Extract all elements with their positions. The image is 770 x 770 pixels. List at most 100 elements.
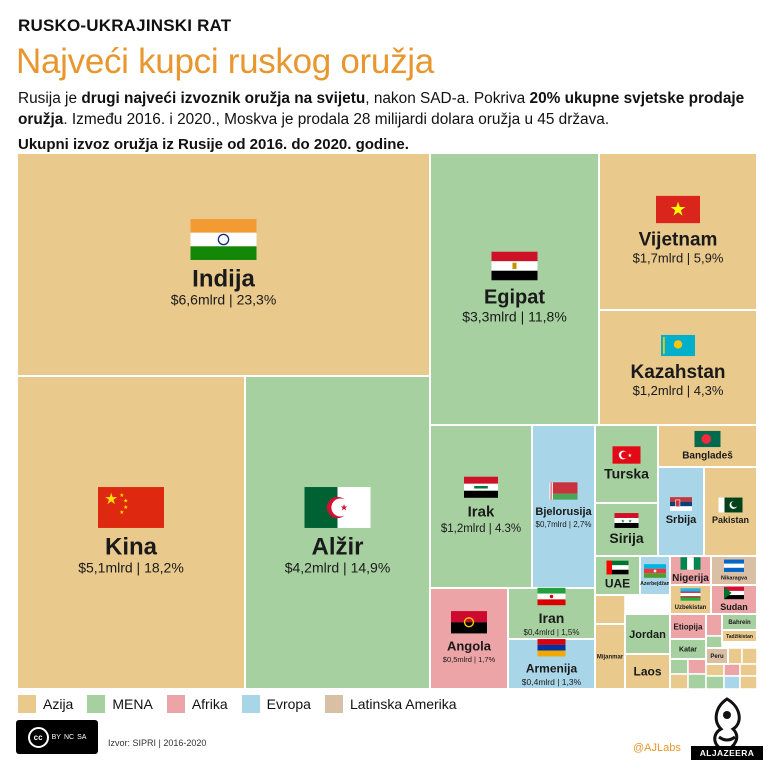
tile-label: Srbija — [666, 514, 697, 526]
small-tile — [705, 663, 725, 677]
legend-item: Azija — [18, 695, 73, 713]
tile-value-label: $6,6mlrd | 23,3% — [171, 291, 277, 307]
tile-label: Vijetnam — [639, 229, 718, 250]
tile-rect — [669, 613, 707, 640]
tile-label: Kina — [105, 533, 158, 560]
tile-katar: Katar — [669, 638, 707, 660]
tile-srbija: Srbija — [657, 466, 705, 557]
tile-label: Laos — [633, 665, 661, 679]
small-tile — [687, 658, 707, 675]
nc-icon: NC — [63, 733, 75, 741]
tile-bangladeš: Bangladeš — [657, 424, 757, 468]
iran-flag-icon — [537, 587, 566, 606]
svg-text:★: ★ — [119, 509, 124, 516]
vietnam-flag-icon: ★ — [656, 195, 700, 224]
chart-subtitle: Ukupni izvoz oružja iz Rusije od 2016. d… — [18, 136, 409, 153]
tile-uzbekistan: Uzbekistan — [669, 584, 712, 615]
tile-bahrein: Bahrein — [721, 613, 757, 631]
legend-label: Azija — [43, 696, 74, 712]
legend-swatch — [241, 695, 260, 713]
small-tile — [594, 594, 626, 625]
legend-swatch — [87, 695, 106, 713]
tile-value-label: $3,3mlrd | 11,8% — [462, 308, 567, 324]
tile-iran: Iran $0,4mlrd | 1,5% — [507, 587, 596, 640]
tile-value-label: $0,5mlrd | 1,7% — [443, 655, 496, 664]
tile-label: Iran — [539, 610, 565, 626]
legend-item: Latinska Amerika — [324, 695, 457, 713]
tile-value-label: $0,7mlrd | 2,7% — [536, 520, 592, 529]
tile-sirija: ★ ★ Sirija — [594, 502, 659, 557]
tile-label: Peru — [710, 654, 724, 660]
svg-text:★: ★ — [628, 518, 632, 523]
nigeria-flag-icon — [680, 557, 701, 570]
tile-kina: ★ ★★★★Kina$5,1mlrd | 18,2% — [17, 375, 246, 689]
tile-uae: UAE — [594, 555, 641, 596]
tile-armenija: Armenija$0,4mlrd | 1,3% — [507, 638, 596, 689]
svg-text:★: ★ — [621, 518, 625, 523]
tile-label: Turska — [604, 466, 649, 482]
tile-indija: Indija$6,6mlrd | 23,3% — [17, 153, 431, 377]
tile-irak: Irak $1,2mlrd | 4.3% — [429, 424, 533, 589]
page-title: Najveći kupci ruskog oružja — [16, 42, 434, 81]
tile-etiopija: Etiopija — [669, 613, 707, 640]
tile-rect — [594, 623, 626, 689]
small-tile — [687, 673, 707, 689]
tile-value-label: $5,1mlrd | 18,2% — [78, 559, 184, 575]
turkey-flag-icon: ★ — [612, 446, 641, 464]
tile-sudan: Sudan — [710, 584, 757, 615]
legend-swatch — [166, 695, 185, 713]
uzbekistan-flag-icon — [680, 588, 701, 601]
treemap-chart: Indija$6,6mlrd | 23,3%★ ★★★★Kina$5,1mlrd … — [17, 153, 757, 689]
legend-swatch — [18, 695, 36, 713]
svg-text:★: ★ — [104, 491, 118, 508]
armenia-flag-icon — [537, 639, 566, 657]
azerbaijan-flag-icon — [644, 564, 666, 578]
handle: @AJLabs — [633, 742, 681, 754]
svg-text:★: ★ — [123, 504, 128, 511]
legend-label: MENA — [112, 696, 153, 712]
tile-label: Bangladeš — [682, 451, 733, 462]
tile-label: Pakistan — [712, 515, 749, 525]
tile-value-label: $0,4mlrd | 1,5% — [524, 628, 580, 637]
tile-kazahstan: Kazahstan$1,2mlrd | 4,3% — [598, 309, 757, 426]
serbia-flag-icon — [670, 497, 692, 511]
cc-license-badge: cc BY NC SA — [16, 720, 98, 754]
svg-text:★: ★ — [669, 200, 686, 221]
tile-laos: Laos — [624, 653, 671, 689]
tile-label: Uzbekistan — [675, 605, 707, 611]
svg-text:★: ★ — [119, 492, 124, 499]
tile-label: Egipat — [484, 286, 545, 308]
tile-azerbejdžan: Azerbejdžan — [639, 555, 671, 596]
tile-rect — [721, 629, 757, 643]
small-tile — [739, 675, 757, 689]
tile-rect — [624, 653, 671, 689]
algeria-flag-icon: ★ — [304, 487, 371, 528]
tile-label: Irak — [468, 504, 495, 521]
kicker: RUSKO-UKRAJINSKI RAT — [18, 16, 232, 35]
legend-item: MENA — [87, 695, 153, 713]
tile-label: Indija — [192, 265, 255, 292]
tile-label: Alžir — [311, 533, 363, 560]
tile-tadžikistan: Tadžikistan — [721, 629, 757, 643]
tile-rect — [598, 309, 757, 426]
tile-label: Mijanmar — [597, 655, 624, 661]
legend-swatch — [324, 695, 343, 713]
tile-label: Azerbejdžan — [640, 581, 669, 587]
tile-peru: Peru — [705, 647, 729, 665]
tile-rect — [429, 153, 600, 426]
tile-value-label: $0,4mlrd | 1,3% — [522, 677, 582, 687]
tile-value-label: $1,7mlrd | 5,9% — [633, 250, 724, 265]
tile-pakistan: Pakistan — [703, 466, 757, 557]
cc-icon: cc — [27, 726, 49, 748]
tile-label: Jordan — [629, 629, 666, 641]
legend: Azija MENA Afrika Evropa Latinska Amerika — [18, 695, 457, 713]
india-flag-icon — [190, 219, 257, 260]
tile-value-label: $1,2mlrd | 4,3% — [633, 383, 724, 398]
tile-turska: ★ Turska — [594, 424, 659, 504]
tile-angola: Angola $0,5mlrd | 1,7% — [429, 587, 509, 689]
tile-label: Tadžikistan — [726, 634, 753, 640]
tile-label: Nikaragva — [721, 576, 748, 582]
tile-label: Bahrein — [728, 620, 751, 626]
tile-nikaragva: Nikaragva — [710, 555, 757, 586]
by-icon: BY — [51, 733, 61, 741]
